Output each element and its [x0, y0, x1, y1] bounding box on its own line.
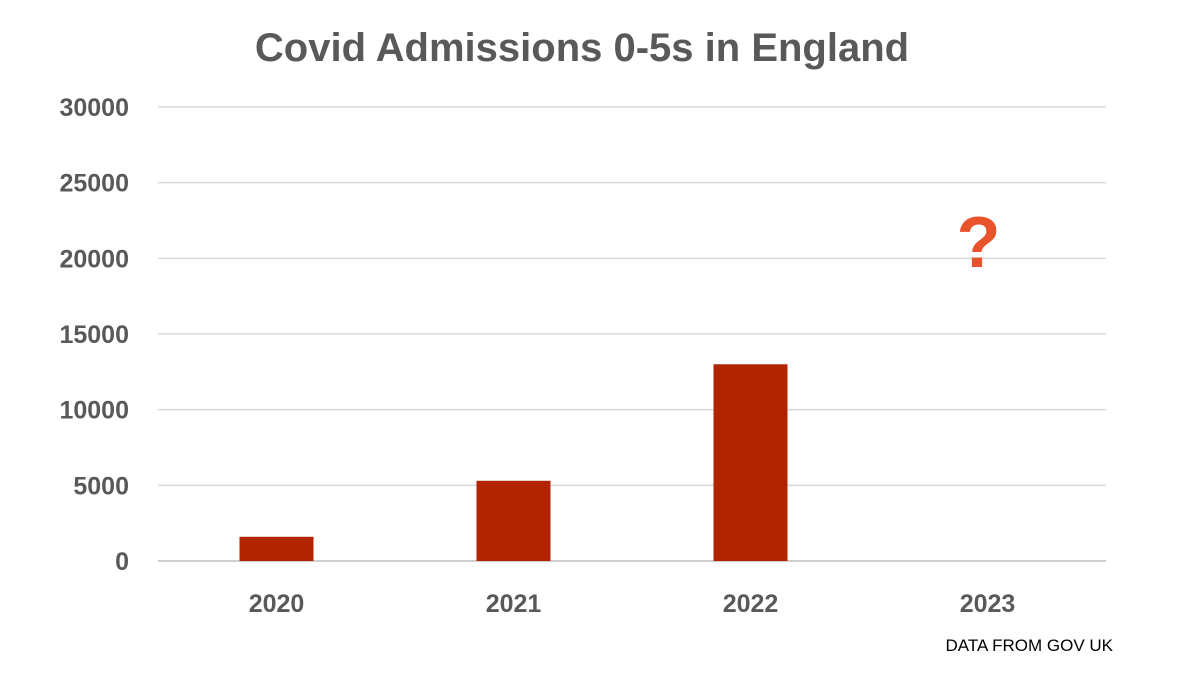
y-tick-label: 15000	[59, 321, 129, 349]
x-tick-label: 2023	[960, 590, 1016, 618]
question-mark-annotation: ?	[957, 203, 1001, 283]
data-source-note: DATA FROM GOV UK	[946, 636, 1114, 655]
bar-2022	[713, 364, 788, 561]
x-axis-ticks: 2020 2021 2022 2023	[249, 590, 1016, 618]
y-tick-label: 30000	[59, 94, 129, 122]
y-tick-label: 10000	[59, 397, 129, 425]
x-tick-label: 2022	[723, 590, 779, 618]
bars	[239, 364, 788, 561]
bar-2020	[239, 536, 314, 561]
y-axis-ticks: 0 5000 10000 15000 20000 25000 30000	[59, 94, 129, 576]
bar-2021	[476, 480, 551, 561]
y-tick-label: 20000	[59, 245, 129, 273]
chart-title: Covid Admissions 0-5s in England	[255, 26, 909, 70]
x-tick-label: 2020	[249, 590, 305, 618]
grid-lines	[158, 106, 1106, 562]
y-tick-label: 25000	[59, 170, 129, 198]
y-tick-label: 0	[115, 548, 129, 576]
x-tick-label: 2021	[486, 590, 542, 618]
y-tick-label: 5000	[73, 472, 129, 500]
